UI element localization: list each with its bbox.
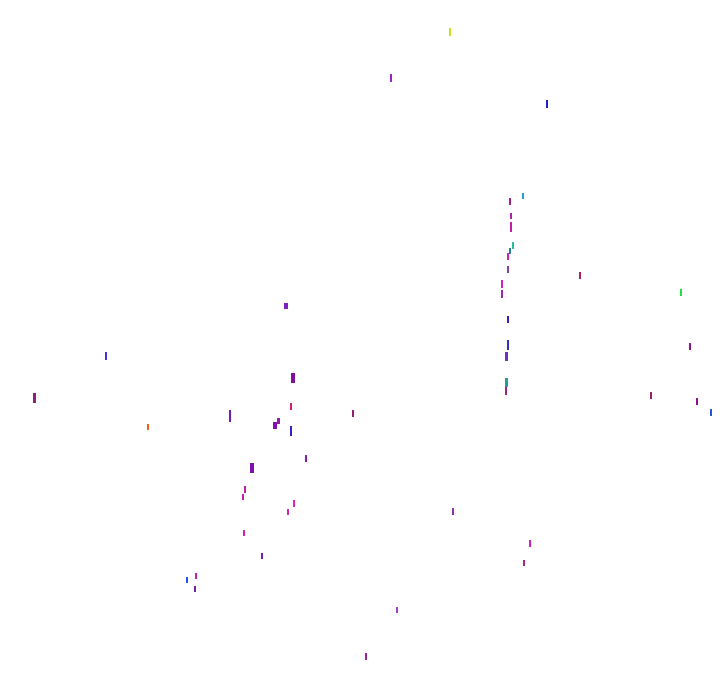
speck: [507, 340, 509, 350]
speck: [194, 586, 196, 592]
speck: [501, 280, 503, 288]
speck: [291, 373, 295, 383]
speck: [277, 418, 280, 424]
speck: [284, 303, 288, 309]
speck: [696, 398, 698, 405]
speck: [105, 352, 107, 360]
speck: [507, 253, 509, 260]
speck: [287, 509, 289, 515]
speck: [244, 486, 246, 493]
speck: [507, 266, 509, 273]
speck: [509, 248, 511, 254]
speck: [529, 540, 531, 547]
speck: [501, 290, 503, 298]
speck: [579, 272, 581, 279]
speck: [509, 198, 511, 205]
speck: [250, 463, 254, 473]
speck: [290, 426, 292, 436]
speck: [507, 316, 509, 323]
speck: [243, 530, 245, 536]
speck: [510, 213, 512, 219]
speck: [512, 242, 514, 249]
speck: [396, 607, 398, 613]
speck: [522, 193, 524, 199]
speck: [650, 392, 652, 399]
speck: [546, 100, 548, 108]
speck: [523, 560, 525, 566]
speck: [229, 410, 231, 422]
speck: [186, 577, 188, 583]
speck: [195, 573, 197, 579]
speck: [505, 352, 508, 361]
speck: [147, 424, 149, 430]
speck: [505, 387, 507, 395]
speck: [352, 410, 354, 417]
specks: [33, 28, 712, 660]
speck: [510, 222, 512, 232]
speck: [689, 343, 691, 350]
speck: [449, 28, 451, 36]
speck: [242, 494, 244, 500]
speck: [293, 500, 295, 507]
speck: [680, 289, 682, 296]
speck: [305, 455, 307, 462]
speck: [710, 409, 712, 416]
speck: [261, 553, 263, 559]
speck: [390, 74, 392, 82]
speck: [452, 508, 454, 515]
speck: [273, 422, 277, 429]
speck: [365, 653, 367, 660]
speck: [505, 378, 508, 387]
speck: [33, 393, 36, 403]
speck: [290, 403, 292, 410]
